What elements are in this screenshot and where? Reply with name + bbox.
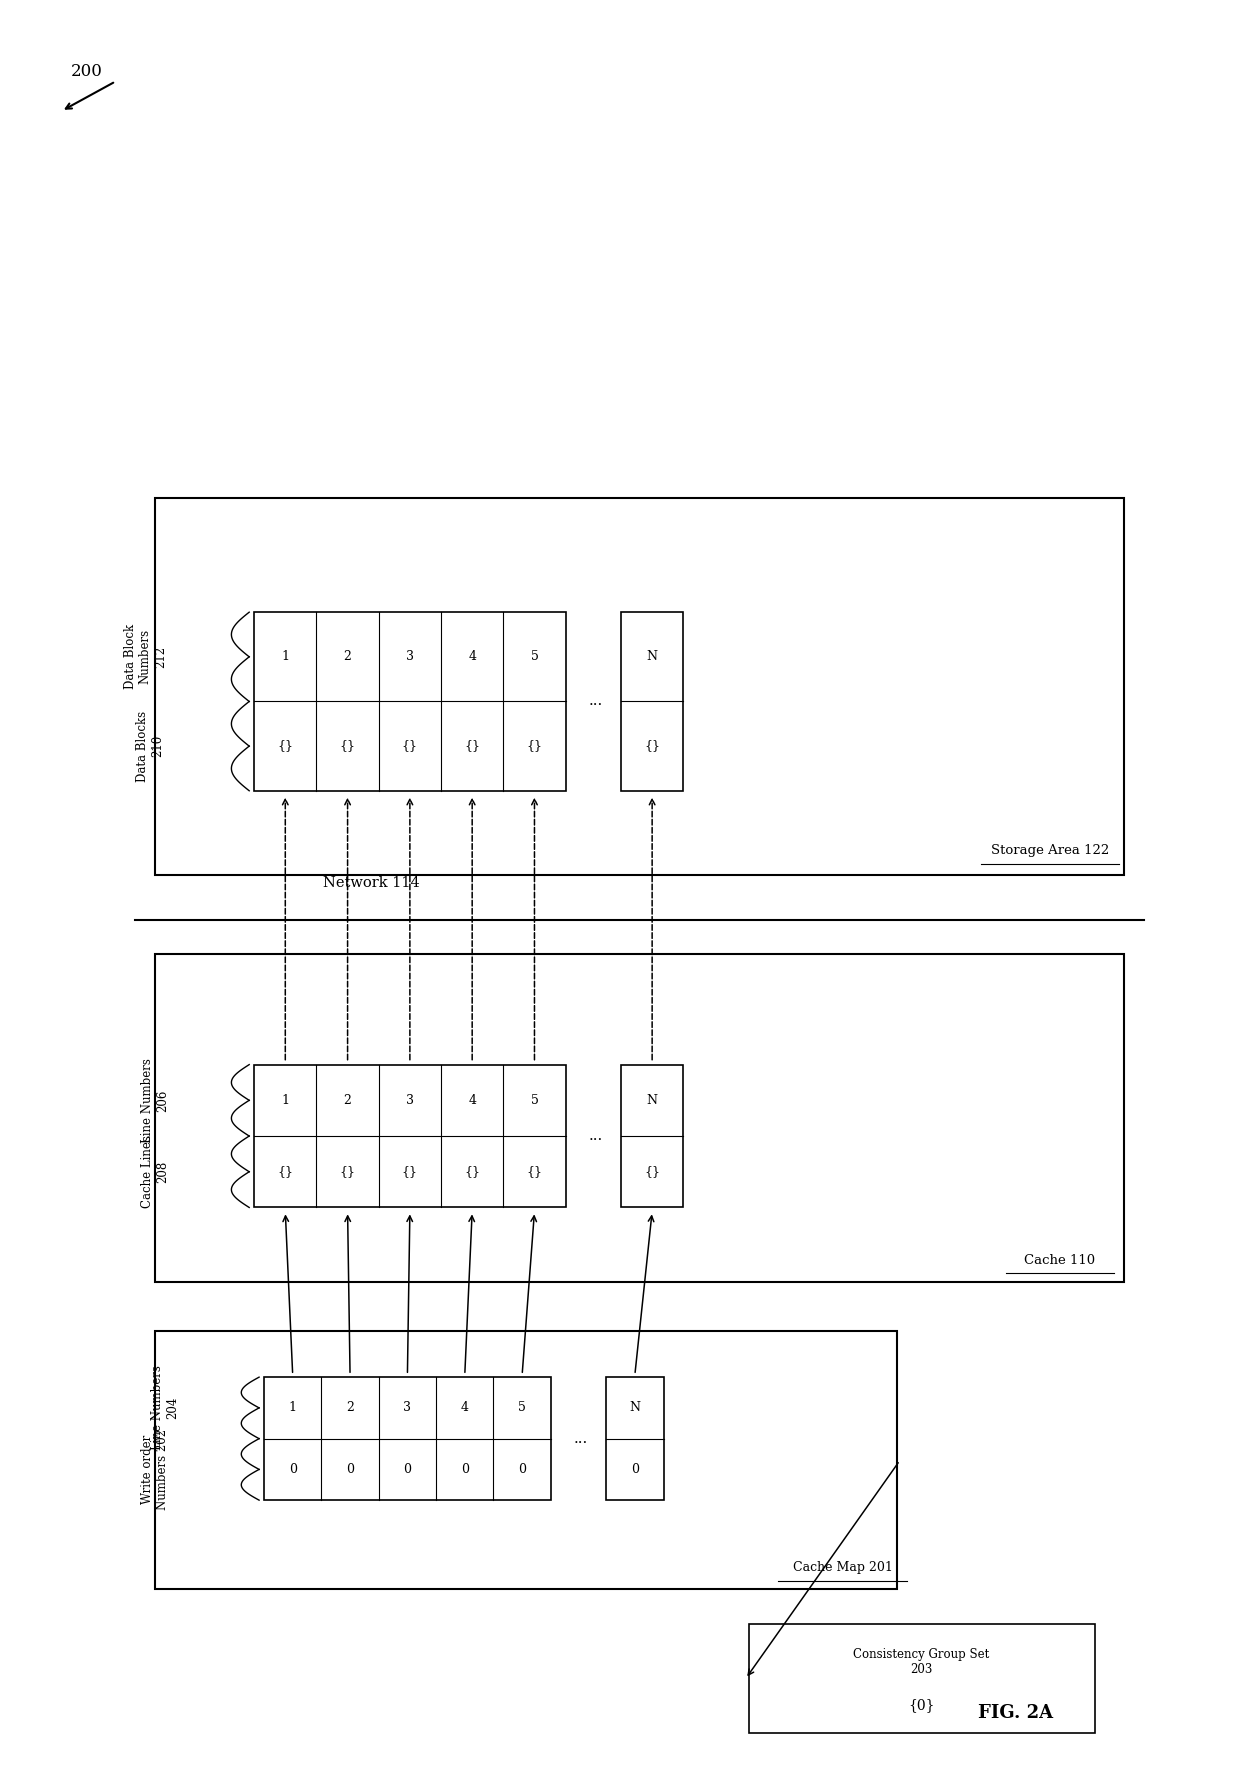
Text: 1: 1 [289, 1402, 296, 1415]
Text: {}: {} [644, 1164, 660, 1179]
Text: 2: 2 [343, 650, 351, 664]
Text: ...: ... [573, 1432, 588, 1445]
Text: {}: {} [402, 1164, 418, 1179]
Text: 1: 1 [281, 1093, 289, 1108]
Bar [749, 1624, 1095, 1734]
Bar [155, 499, 1125, 875]
Text: {}: {} [402, 740, 418, 753]
Text: Consistency Group Set
203: Consistency Group Set 203 [853, 1647, 990, 1676]
Text: Data Blocks
210: Data Blocks 210 [136, 710, 165, 781]
Text: 3: 3 [405, 1093, 414, 1108]
Text: {0}: {0} [909, 1699, 935, 1713]
Bar [264, 1377, 551, 1500]
Text: 4: 4 [469, 650, 476, 664]
Text: 200: 200 [71, 62, 103, 80]
Text: 4: 4 [469, 1093, 476, 1108]
Text: {}: {} [340, 1164, 356, 1179]
Text: Network 114: Network 114 [324, 877, 420, 889]
Text: 5: 5 [518, 1402, 526, 1415]
Text: Data Block
Numbers
212: Data Block Numbers 212 [124, 625, 167, 689]
Text: Cache Map 201: Cache Map 201 [792, 1562, 893, 1574]
Text: 0: 0 [289, 1463, 296, 1475]
Bar [155, 1331, 897, 1589]
Text: Line Numbers
206: Line Numbers 206 [141, 1058, 170, 1143]
Text: 0: 0 [403, 1463, 412, 1475]
Text: 5: 5 [531, 1093, 538, 1108]
Text: {}: {} [644, 740, 660, 753]
Text: Cache 110: Cache 110 [1024, 1253, 1096, 1267]
Text: 2: 2 [343, 1093, 351, 1108]
Text: 2: 2 [346, 1402, 353, 1415]
Text: 4: 4 [461, 1402, 469, 1415]
Text: Cache Lines
208: Cache Lines 208 [141, 1136, 170, 1209]
Text: 0: 0 [461, 1463, 469, 1475]
Text: Line Numbers
204: Line Numbers 204 [151, 1365, 179, 1450]
Text: 0: 0 [346, 1463, 355, 1475]
Text: {}: {} [464, 1164, 480, 1179]
Text: 5: 5 [531, 650, 538, 664]
Text: 1: 1 [281, 650, 289, 664]
Bar [155, 955, 1125, 1282]
Text: {}: {} [464, 740, 480, 753]
Text: {}: {} [527, 740, 542, 753]
Bar [621, 612, 683, 792]
Text: Storage Area 122: Storage Area 122 [991, 843, 1110, 857]
Bar [606, 1377, 663, 1500]
Text: N: N [646, 650, 657, 664]
Text: 0: 0 [518, 1463, 526, 1475]
Bar [254, 1065, 565, 1207]
Text: N: N [630, 1402, 640, 1415]
Text: N: N [646, 1093, 657, 1108]
Text: 0: 0 [631, 1463, 639, 1475]
Text: {}: {} [527, 1164, 542, 1179]
Text: {}: {} [278, 1164, 294, 1179]
Text: FIG. 2A: FIG. 2A [978, 1704, 1053, 1722]
Text: {}: {} [340, 740, 356, 753]
Text: ...: ... [588, 694, 603, 708]
Bar [254, 612, 565, 792]
Text: ...: ... [588, 1129, 603, 1143]
Bar [621, 1065, 683, 1207]
Text: 3: 3 [403, 1402, 412, 1415]
Text: Write order
Numbers 202: Write order Numbers 202 [141, 1429, 170, 1511]
Text: {}: {} [278, 740, 294, 753]
Text: 3: 3 [405, 650, 414, 664]
